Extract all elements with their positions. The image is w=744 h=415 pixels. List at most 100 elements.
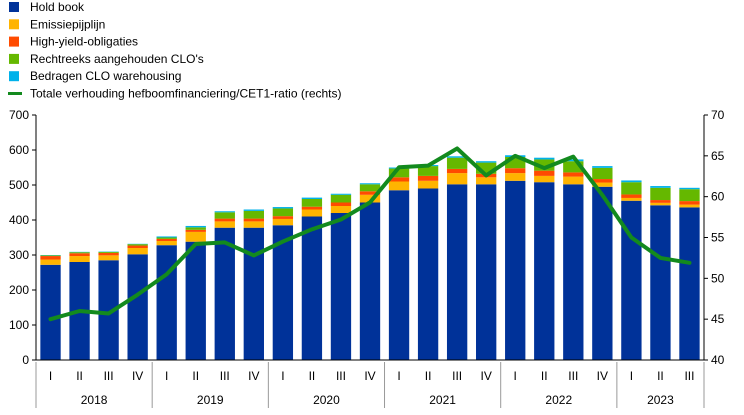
bar-1-12	[389, 182, 409, 191]
legend-swatch-4	[9, 71, 19, 81]
x-tick-label-19: IV	[597, 369, 608, 383]
bar-1-22	[679, 205, 699, 208]
x-tick-label-17: II	[541, 369, 548, 383]
bar-3-21	[650, 188, 670, 200]
bars	[40, 155, 699, 360]
bar-1-17	[534, 176, 554, 182]
bar-1-1	[69, 256, 89, 262]
bar-3-5	[186, 227, 206, 229]
bar-1-4	[157, 241, 177, 245]
bar-1-7	[244, 221, 264, 227]
x-tick-label-20: I	[630, 369, 633, 383]
bar-1-18	[563, 177, 583, 185]
legend-label-0: Hold book	[30, 0, 85, 14]
legend-label-line: Totale verhouding hefboomfinanciering/CE…	[30, 87, 342, 101]
bar-2-8	[273, 216, 293, 219]
bar-3-8	[273, 208, 293, 216]
bar-0-3	[127, 254, 147, 360]
left-tick-label-5: 500	[9, 178, 29, 192]
bar-4-9	[302, 198, 322, 199]
bar-3-14	[447, 158, 467, 169]
bar-0-19	[592, 187, 612, 360]
bar-0-18	[563, 184, 583, 360]
bar-3-19	[592, 168, 612, 179]
bar-2-4	[157, 239, 177, 241]
bar-1-20	[621, 198, 641, 201]
right-tick-label-2: 50	[711, 271, 725, 285]
bar-2-3	[127, 246, 147, 248]
bar-0-16	[505, 181, 525, 360]
bar-1-5	[186, 232, 206, 242]
year-label-2: 2020	[313, 393, 340, 407]
x-tick-label-6: III	[220, 369, 230, 383]
bar-1-13	[418, 181, 438, 189]
right-tick-label-1: 45	[711, 312, 725, 326]
right-tick-label-4: 60	[711, 190, 725, 204]
bar-0-10	[331, 213, 351, 360]
x-tick-label-14: III	[452, 369, 462, 383]
bar-1-15	[476, 177, 496, 184]
bar-3-2	[98, 252, 118, 253]
bar-4-22	[679, 188, 699, 189]
bar-0-12	[389, 190, 409, 360]
x-tick-label-15: IV	[481, 369, 492, 383]
bar-2-6	[215, 219, 235, 222]
left-tick-label-3: 300	[9, 248, 29, 262]
x-tick-label-9: II	[309, 369, 316, 383]
right-tick-label-6: 70	[711, 108, 725, 122]
bar-0-17	[534, 182, 554, 360]
bar-1-10	[331, 206, 351, 213]
year-label-5: 2023	[647, 393, 674, 407]
bar-3-11	[360, 184, 380, 191]
bar-3-20	[621, 182, 641, 194]
bar-0-7	[244, 228, 264, 360]
bar-2-21	[650, 200, 670, 203]
legend-label-3: Rechtreeks aangehouden CLO's	[30, 52, 204, 66]
x-tick-label-16: I	[514, 369, 517, 383]
bar-2-16	[505, 168, 525, 173]
bar-1-8	[273, 219, 293, 225]
year-label-1: 2019	[197, 393, 224, 407]
bar-2-14	[447, 169, 467, 173]
bar-4-4	[157, 236, 177, 237]
bar-1-16	[505, 173, 525, 181]
bar-3-6	[215, 212, 235, 218]
bar-4-6	[215, 211, 235, 212]
bar-1-2	[98, 255, 118, 260]
bar-1-9	[302, 210, 322, 217]
bar-2-10	[331, 203, 351, 207]
left-tick-label-0: 0	[22, 353, 29, 367]
bar-1-21	[650, 203, 670, 205]
bar-0-9	[302, 217, 322, 361]
bar-4-17	[534, 158, 554, 160]
right-tick-label-5: 65	[711, 149, 725, 163]
x-tick-label-3: IV	[132, 369, 143, 383]
x-tick-label-18: III	[568, 369, 578, 383]
legend-swatch-0	[9, 2, 19, 12]
bar-4-21	[650, 186, 670, 188]
bar-2-18	[563, 172, 583, 176]
bar-2-20	[621, 194, 641, 198]
bar-2-7	[244, 219, 264, 222]
left-tick-label-7: 700	[9, 108, 29, 122]
x-tick-label-1: II	[76, 369, 83, 383]
bar-2-9	[302, 207, 322, 210]
x-tick-label-7: IV	[248, 369, 259, 383]
bar-3-3	[127, 244, 147, 245]
bar-2-19	[592, 179, 612, 183]
bar-0-15	[476, 184, 496, 360]
bar-1-3	[127, 248, 147, 254]
year-label-3: 2021	[429, 393, 456, 407]
legend-swatch-1	[9, 19, 19, 29]
bar-3-7	[244, 211, 264, 219]
bar-0-13	[418, 189, 438, 361]
bar-4-19	[592, 166, 612, 168]
bar-0-0	[40, 265, 60, 360]
bar-3-10	[331, 195, 351, 203]
bar-4-11	[360, 183, 380, 184]
x-tick-label-0: I	[49, 369, 52, 383]
year-label-4: 2022	[545, 393, 572, 407]
bar-4-10	[331, 194, 351, 195]
x-tick-label-10: III	[336, 369, 346, 383]
